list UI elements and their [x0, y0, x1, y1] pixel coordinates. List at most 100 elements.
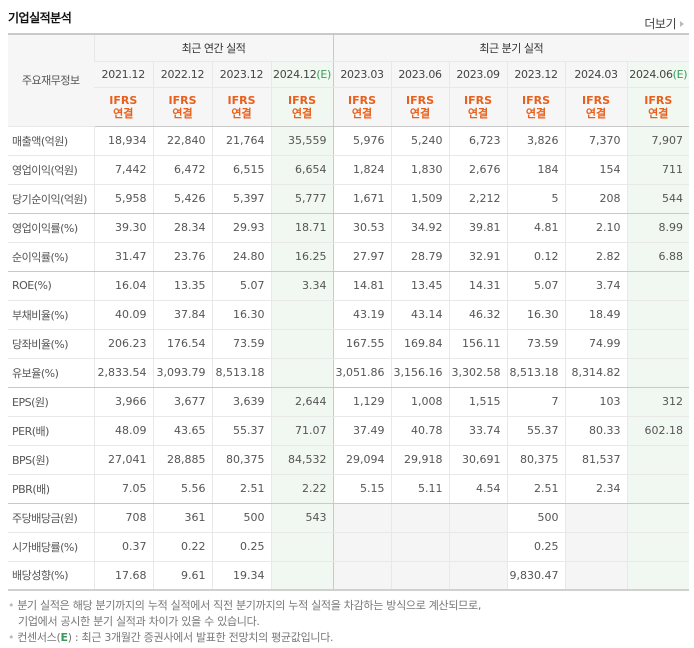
value-cell: 3.34 — [270, 271, 334, 301]
table-row: 순이익률(%) 31.47 23.76 24.80 16.25 27.97 28.79 32.… — [8, 242, 690, 272]
value-cell: 74.99 — [564, 329, 628, 359]
value-cell: 16.25 — [270, 242, 334, 272]
value-cell: 6,654 — [270, 155, 334, 185]
value-cell: 4.81 — [506, 213, 566, 243]
value-cell: 0.37 — [93, 532, 153, 562]
value-cell: 6,472 — [152, 155, 212, 185]
value-cell: 43.14 — [390, 300, 450, 330]
row-label: 매출액(억원) — [8, 126, 94, 156]
value-cell: 32.91 — [448, 242, 508, 272]
value-cell: 500 — [506, 503, 566, 533]
value-cell — [564, 532, 628, 562]
accounting-standard: IFRS 연결 — [448, 87, 508, 127]
value-cell: 46.32 — [448, 300, 508, 330]
value-cell — [626, 474, 690, 504]
table-row: 당기순이익(억원) 5,958 5,426 5,397 5,777 1,671 1,509 2… — [8, 184, 690, 214]
accounting-standard: IFRS 연결 — [270, 87, 334, 127]
value-cell: 9,830.47 — [506, 561, 566, 591]
row-label: BPS(원) — [8, 445, 94, 475]
value-cell — [270, 358, 334, 388]
table-row: 매출액(억원) 18,934 22,840 21,764 35,559 5,976 5,24… — [8, 126, 690, 156]
value-cell: 22,840 — [152, 126, 212, 156]
table-row: 유보율(%) 2,833.54 3,093.79 8,513.18 3,051.86 3,… — [8, 358, 690, 388]
value-cell: 28,885 — [152, 445, 212, 475]
period-label: 2023.06 — [398, 67, 442, 81]
period-header: 2022.12 — [152, 61, 212, 88]
value-cell — [332, 503, 392, 533]
value-cell — [626, 271, 690, 301]
accounting-standard: IFRS 연결 — [152, 87, 212, 127]
value-cell: 16.30 — [506, 300, 566, 330]
value-cell: 5 — [506, 184, 566, 214]
value-cell: 708 — [93, 503, 153, 533]
value-cell — [626, 329, 690, 359]
value-cell: 8,513.18 — [506, 358, 566, 388]
table-row: 배당성향(%) 17.68 9.61 19.34 9,830.47 — [8, 561, 690, 591]
value-cell: 24.80 — [211, 242, 271, 272]
estimate-marker: (E) — [672, 67, 688, 81]
value-cell — [270, 329, 334, 359]
value-cell: 18,934 — [93, 126, 153, 156]
value-cell: 4.54 — [448, 474, 508, 504]
footnote-consensus: • 컨센서스(E) : 최근 3개월간 증권사에서 발표한 전망치의 평균값입니다… — [8, 631, 334, 644]
row-header-title: 주요재무정보 — [8, 33, 94, 127]
value-cell: 2.51 — [211, 474, 271, 504]
value-cell — [270, 300, 334, 330]
table-row: 영업이익률(%) 39.30 28.34 29.93 18.71 30.53 34.92 39… — [8, 213, 690, 243]
value-cell: 73.59 — [506, 329, 566, 359]
period-header: 2024.06(E) — [626, 61, 690, 88]
more-label: 더보기 — [644, 17, 676, 31]
row-label: 당기순이익(억원) — [8, 184, 94, 214]
value-cell: 13.45 — [390, 271, 450, 301]
table-row: 당좌비율(%) 206.23 176.54 73.59 167.55 169.84 156.… — [8, 329, 690, 359]
value-cell: 80,375 — [506, 445, 566, 475]
more-link[interactable]: 더보기 — [644, 15, 684, 32]
value-cell: 33.74 — [448, 416, 508, 446]
value-cell: 21,764 — [211, 126, 271, 156]
annual-group-header: 최근 연간 실적 — [93, 33, 334, 62]
value-cell: 13.35 — [152, 271, 212, 301]
value-cell: 18.49 — [564, 300, 628, 330]
period-header: 2023.12 — [211, 61, 271, 88]
period-label: 2023.03 — [340, 67, 384, 81]
estimate-marker: (E) — [316, 67, 332, 81]
value-cell: 43.19 — [332, 300, 392, 330]
value-cell: 80.33 — [564, 416, 628, 446]
period-label: 2023.09 — [456, 67, 500, 81]
period-label: 2024.03 — [574, 67, 618, 81]
value-cell: 19.34 — [211, 561, 271, 591]
period-label: 2021.12 — [101, 67, 146, 81]
table-row: EPS(원) 3,966 3,677 3,639 2,644 1,129 1,008 1,51… — [8, 387, 690, 417]
value-cell: 544 — [626, 184, 690, 214]
period-label: 2023.12 — [514, 67, 558, 81]
value-cell: 1,008 — [390, 387, 450, 417]
period-header: 2021.12 — [94, 61, 153, 88]
period-label: 2024.12 — [273, 67, 317, 81]
value-cell: 5,958 — [93, 184, 153, 214]
row-label: 주당배당금(원) — [8, 503, 94, 533]
value-cell: 5.11 — [390, 474, 450, 504]
value-cell — [390, 532, 450, 562]
value-cell: 3,093.79 — [152, 358, 212, 388]
value-cell: 312 — [626, 387, 690, 417]
value-cell: 543 — [270, 503, 334, 533]
table-row: BPS(원) 27,041 28,885 80,375 84,532 29,094 29,9… — [8, 445, 690, 475]
row-label: 부채비율(%) — [8, 300, 94, 330]
row-label: ROE(%) — [8, 271, 94, 301]
value-cell: 2.10 — [564, 213, 628, 243]
table-row: PBR(배) 7.05 5.56 2.51 2.22 5.15 5.11 4.54 2.51 2.… — [8, 474, 690, 504]
value-cell: 5.15 — [332, 474, 392, 504]
financial-summary-table: 주요재무정보 최근 연간 실적 최근 분기 실적 2021.12 2022.12 2… — [8, 33, 690, 591]
value-cell: 29.93 — [211, 213, 271, 243]
value-cell: 16.04 — [93, 271, 153, 301]
value-cell: 2,833.54 — [93, 358, 153, 388]
arrow-right-icon — [680, 20, 684, 27]
value-cell — [332, 561, 392, 591]
quarterly-group-header: 최근 분기 실적 — [332, 33, 690, 62]
value-cell: 1,509 — [390, 184, 450, 214]
footnotes: • 분기 실적은 해당 분기까지의 누적 실적에서 직전 분기까지의 누적 실적을… — [8, 598, 481, 646]
period-header: 2023.06 — [390, 61, 450, 88]
value-cell: 0.25 — [211, 532, 271, 562]
value-cell: 7,370 — [564, 126, 628, 156]
value-cell: 7,442 — [93, 155, 153, 185]
